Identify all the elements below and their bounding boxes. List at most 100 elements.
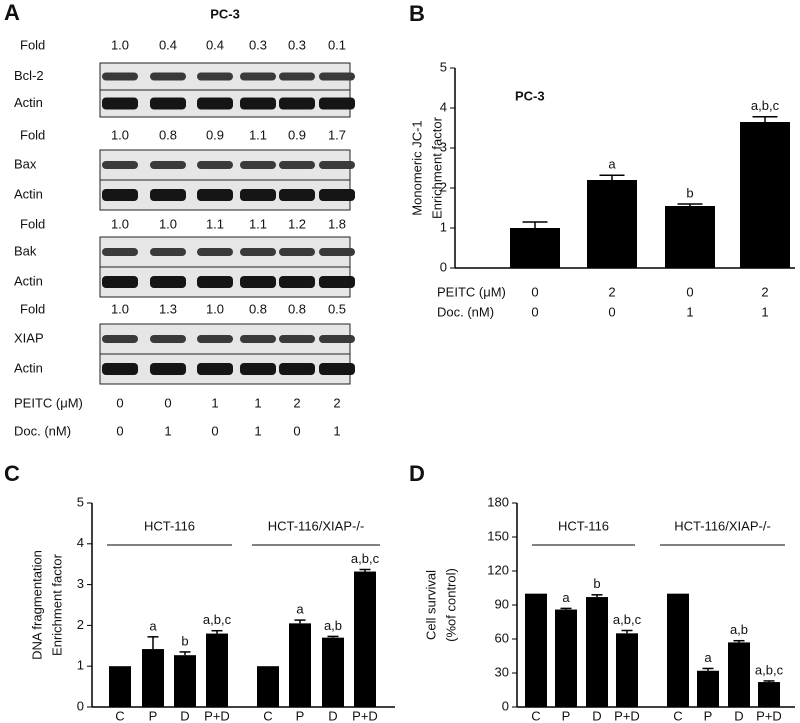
bar <box>174 655 196 707</box>
x-tick-label: P+D <box>352 708 378 723</box>
band <box>197 363 233 375</box>
y-tick-label: 1 <box>77 658 84 673</box>
bar <box>697 670 719 707</box>
band <box>102 72 138 81</box>
group-label: HCT-116/XIAP-/- <box>268 518 365 533</box>
y-tick-label: 90 <box>495 596 509 611</box>
treatment-value: 0 <box>686 284 693 299</box>
band <box>197 161 233 169</box>
significance: a,b,c <box>755 662 784 677</box>
bar <box>586 597 608 707</box>
x-tick-label: C <box>263 708 272 723</box>
fold-value: 1.1 <box>249 127 267 142</box>
y-tick-label: 3 <box>77 576 84 591</box>
y-tick-label: 180 <box>487 494 509 509</box>
band <box>240 363 276 375</box>
band <box>197 189 233 201</box>
bar <box>525 593 547 707</box>
treatment-label: Doc. (nM) <box>14 423 71 438</box>
band <box>279 97 315 110</box>
treatment-value: 2 <box>293 395 300 410</box>
significance: a <box>608 157 616 172</box>
treatment-value: 0 <box>531 284 538 299</box>
treatment-value: 2 <box>333 395 340 410</box>
treatment-value: 1 <box>254 395 261 410</box>
significance: a,b,c <box>613 612 642 627</box>
bar <box>728 642 750 707</box>
band <box>240 189 276 201</box>
blot-row-label: Actin <box>14 186 43 201</box>
treatment-value: 0 <box>164 395 171 410</box>
fold-label: Fold <box>20 301 45 316</box>
band <box>150 97 186 110</box>
x-tick-label: C <box>673 708 682 723</box>
treatment-label: Doc. (nM) <box>437 304 494 319</box>
y-tick-label: 1 <box>440 219 447 234</box>
treatment-value: 2 <box>608 284 615 299</box>
band <box>279 363 315 375</box>
band <box>150 248 186 256</box>
x-tick-label: D <box>592 708 601 723</box>
band <box>150 276 186 288</box>
y-tick-label: 2 <box>77 617 84 632</box>
fold-value: 0.8 <box>159 127 177 142</box>
fold-label: Fold <box>20 127 45 142</box>
x-tick-label: P <box>704 708 713 723</box>
fold-value: 1.0 <box>206 301 224 316</box>
y-tick-label: 150 <box>487 528 509 543</box>
y-axis-label: DNA fragmentation <box>29 550 44 660</box>
bar <box>322 637 344 707</box>
bar <box>616 633 638 707</box>
significance: a,b <box>730 622 748 637</box>
band <box>197 248 233 256</box>
fold-value: 0.3 <box>249 37 267 52</box>
blot-row-label: Bak <box>14 243 37 258</box>
fold-value: 0.9 <box>288 127 306 142</box>
group-label: HCT-116 <box>144 518 195 533</box>
bar <box>555 609 577 707</box>
band <box>240 161 276 169</box>
band <box>319 161 355 169</box>
fold-value: 0.9 <box>206 127 224 142</box>
treatment-value: 0 <box>293 423 300 438</box>
band <box>150 161 186 169</box>
fold-value: 0.4 <box>206 37 224 52</box>
blot-row-label: Actin <box>14 273 43 288</box>
fold-value: 1.0 <box>111 37 129 52</box>
band <box>279 335 315 343</box>
x-tick-label: P+D <box>204 708 230 723</box>
band <box>240 335 276 343</box>
y-tick-label: 0 <box>440 259 447 274</box>
treatment-value: 1 <box>686 304 693 319</box>
y-axis-label: Monomeric JC-1 <box>409 120 424 215</box>
treatment-value: 0 <box>608 304 615 319</box>
treatment-value: 1 <box>211 395 218 410</box>
y-tick-label: 30 <box>495 664 509 679</box>
band <box>279 276 315 288</box>
band <box>197 276 233 288</box>
panel-label: B <box>409 1 425 26</box>
treatment-value: 1 <box>254 423 261 438</box>
bar <box>142 649 164 707</box>
blot-row-label: Actin <box>14 360 43 375</box>
panel-label: D <box>409 461 425 486</box>
band <box>319 248 355 256</box>
band <box>279 72 315 81</box>
band <box>319 363 355 375</box>
y-tick-label: 60 <box>495 630 509 645</box>
fold-value: 0.8 <box>288 301 306 316</box>
panel-label: A <box>4 0 20 25</box>
bar <box>665 206 715 268</box>
fold-label: Fold <box>20 37 45 52</box>
treatment-value: 1 <box>164 423 171 438</box>
bar <box>758 682 780 707</box>
y-axis-label: Enrichment factor <box>49 553 64 656</box>
group-label: HCT-116/XIAP-/- <box>674 518 771 533</box>
significance: a,b,c <box>203 612 232 627</box>
bar <box>289 623 311 707</box>
x-tick-label: P <box>562 708 571 723</box>
band <box>240 248 276 256</box>
bar <box>354 571 376 707</box>
y-tick-label: 0 <box>77 698 84 713</box>
band <box>319 189 355 201</box>
